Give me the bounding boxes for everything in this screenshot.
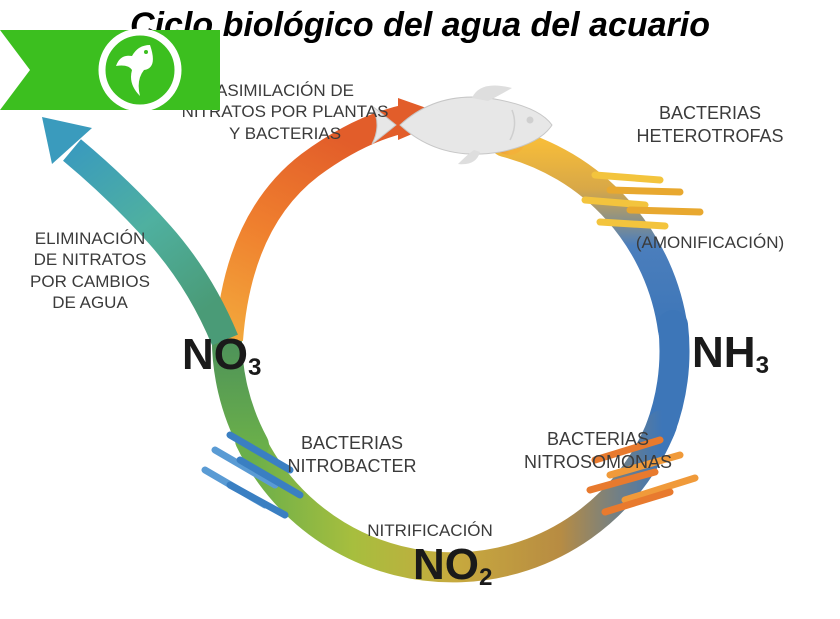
- label-nitrobacter: BACTERIAS NITROBACTER: [262, 432, 442, 477]
- cycle-ring: [227, 142, 675, 567]
- label-eliminacion: ELIMINACIÓN DE NITRATOS POR CAMBIOS DE A…: [10, 228, 170, 313]
- no2-sub: 2: [479, 564, 492, 591]
- logo-badge: [0, 0, 220, 120]
- formula-nh3: NH3: [692, 328, 769, 378]
- formula-no3: NO3: [182, 330, 261, 380]
- nh3-sub: 3: [756, 352, 769, 379]
- label-amonificacion: (AMONIFICACIÓN): [610, 232, 810, 253]
- formula-no2: NO2: [413, 540, 492, 590]
- no3-base: NO: [182, 330, 248, 379]
- no2-base: NO: [413, 540, 479, 589]
- label-nitrosomonas: BACTERIAS NITROSOMONAS: [498, 428, 698, 473]
- label-nitrificacion: NITRIFICACIÓN: [330, 520, 530, 541]
- label-heterotrofas: BACTERIAS HETEROTROFAS: [610, 102, 810, 147]
- no3-sub: 3: [248, 354, 261, 381]
- nh3-base: NH: [692, 328, 756, 377]
